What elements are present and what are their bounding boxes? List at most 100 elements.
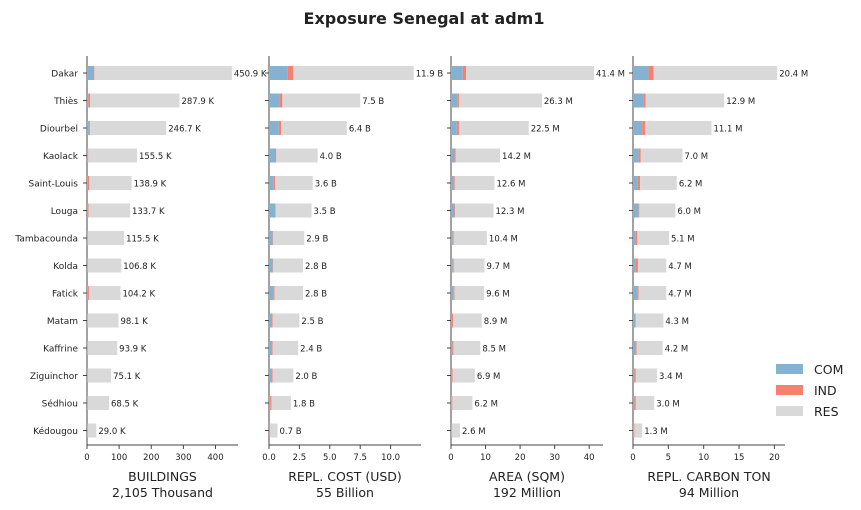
panel-2: 0.0 2.5 5.0 7.5 10.0 11.9 B 7.5 B 6.4 B 4.0 B 3.6… [262, 56, 443, 500]
legend-label-ind: IND [814, 383, 837, 398]
bar-com [451, 203, 455, 218]
bar-res [87, 341, 118, 355]
bar-com [451, 231, 453, 245]
bar-com [451, 66, 463, 80]
bar-res [272, 368, 294, 383]
bar-com [269, 286, 274, 300]
bar-com [87, 148, 88, 163]
bar-com [87, 258, 88, 273]
bar-res [271, 396, 291, 410]
bar-total-label: 4.0 B [320, 152, 342, 162]
x-tick-label: 20 [769, 453, 780, 463]
bar-ind [87, 148, 89, 163]
bar-com [269, 368, 272, 383]
bar-res [645, 93, 725, 108]
bar-total-label: 68.5 K [111, 400, 139, 410]
legend-label-com: COM [814, 362, 843, 377]
bar-com [269, 423, 270, 438]
bar-com [451, 368, 453, 383]
bar-res [276, 148, 318, 163]
bar-com [451, 176, 454, 190]
bar-total-label: 2.0 B [295, 372, 317, 382]
legend-swatch-com [776, 364, 803, 374]
x-axis-label: BUILDINGS [128, 469, 197, 484]
bar-res [88, 203, 130, 218]
bar-com [451, 313, 453, 328]
bar-res [454, 286, 485, 300]
bar-ind [275, 203, 276, 218]
x-tick-label: 15 [734, 453, 745, 463]
bar-com [633, 93, 644, 108]
x-tick-label: 5 [666, 453, 671, 463]
bar-res [653, 66, 778, 80]
bar-res [87, 231, 125, 245]
bar-res [89, 121, 167, 135]
bar-total-label: 8.5 M [482, 345, 506, 355]
bar-com [87, 231, 88, 245]
bar-res [640, 176, 677, 190]
bar-ind [462, 66, 467, 80]
bar-com [633, 423, 634, 438]
panel-4: 0 5 10 15 20 20.4 M 12.9 M 11.1 M 7.0 M 6.2 M 6.0 … [629, 56, 808, 500]
x-tick-label: 7.5 [353, 453, 367, 463]
bar-ind [452, 341, 454, 355]
bar-res [453, 313, 482, 328]
region-label: Diourbel [40, 125, 78, 135]
bar-ind [638, 203, 640, 218]
bar-ind [273, 286, 275, 300]
bar-total-label: 10.4 M [489, 235, 518, 245]
bar-res [87, 423, 97, 438]
bar-ind [87, 203, 89, 218]
bar-ind [278, 121, 282, 135]
bar-com [633, 258, 636, 273]
bar-res [94, 66, 232, 80]
x-tick-label: 200 [143, 453, 159, 463]
bar-res [275, 203, 312, 218]
bar-res [88, 148, 137, 163]
bar-ind [648, 66, 654, 80]
bar-com [269, 396, 271, 410]
bar-res [275, 176, 313, 190]
bar-ind [88, 121, 90, 135]
bar-com [633, 148, 639, 163]
x-tick-label: 300 [175, 453, 191, 463]
bar-ind [453, 176, 455, 190]
bar-com [269, 66, 288, 80]
bar-com [633, 203, 639, 218]
bar-total-label: 104.2 K [122, 290, 155, 300]
bar-ind [633, 423, 635, 438]
chart-title: Exposure Senegal at adm1 [304, 9, 545, 28]
bar-total-label: 12.3 M [495, 207, 524, 217]
bar-total-label: 2.8 B [305, 290, 327, 300]
chart-legend: COM IND RES [776, 362, 843, 419]
bar-total-label: 287.9 K [181, 97, 214, 107]
bar-com [633, 176, 638, 190]
bar-com [451, 121, 457, 135]
bar-com [269, 341, 272, 355]
bar-res [455, 148, 501, 163]
bar-ind [635, 258, 638, 273]
x-tick-label: 0 [84, 453, 89, 463]
bar-total-label: 20.4 M [779, 70, 808, 80]
bar-total-label: 115.5 K [126, 235, 159, 245]
x-tick-label: 5.0 [323, 453, 337, 463]
x-tick-label: 10 [698, 453, 709, 463]
legend-swatch-ind [776, 385, 803, 395]
panel-1: 0 100 200 300 400 Dakar 450.9 K Thiès 287.9 K Dio… [14, 56, 267, 500]
bar-total-label: 93.9 K [119, 345, 147, 355]
bar-total-label: 138.9 K [134, 180, 167, 190]
bar-ind [634, 368, 636, 383]
region-label: Fatick [52, 290, 79, 300]
panel-3: 0 10 20 30 40 41.4 M 26.3 M 22.5 M 14.2 M 12.6 M 1… [447, 56, 625, 500]
bar-res [639, 203, 676, 218]
bar-res [635, 313, 664, 328]
x-tick-label: 10.0 [381, 453, 400, 463]
bar-com [269, 176, 274, 190]
bar-com [451, 258, 453, 273]
x-tick-label: 30 [549, 453, 560, 463]
bar-ind [272, 258, 274, 273]
bar-total-label: 4.7 M [668, 262, 692, 272]
x-axis-label: AREA (SQM) [489, 469, 565, 484]
x-tick-label: 10 [480, 453, 491, 463]
bar-total-label: 22.5 M [531, 125, 560, 135]
